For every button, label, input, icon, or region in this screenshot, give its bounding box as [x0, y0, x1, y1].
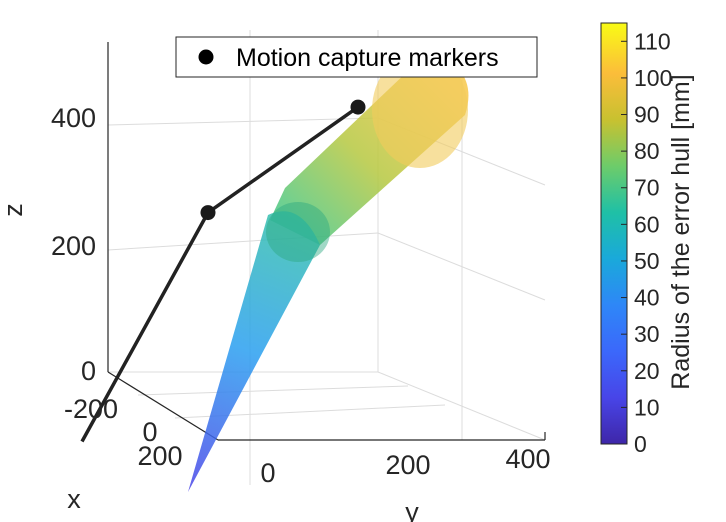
- colorbar-tick-label: 80: [634, 138, 660, 164]
- z-tick-label: 400: [51, 103, 96, 133]
- x-tick-label: 200: [137, 441, 182, 471]
- colorbar-tick-label: 60: [634, 211, 660, 237]
- z-tick-label: 0: [81, 356, 96, 386]
- legend-label: Motion capture markers: [236, 44, 499, 72]
- x-ticks: -200 0 200: [64, 394, 183, 471]
- colorbar-tick-label: 70: [634, 175, 660, 201]
- colorbar-tick-label: 20: [634, 358, 660, 384]
- colorbar-tick-label: 30: [634, 321, 660, 347]
- error-hull: [188, 50, 469, 492]
- y-tick-label: 0: [260, 458, 275, 488]
- y-tick-label: 400: [505, 444, 550, 474]
- axis-edges: [107, 42, 546, 441]
- x-tick-label: 0: [142, 417, 157, 447]
- series-layer: [80, 99, 366, 443]
- colorbar-tick-label: 10: [634, 394, 660, 420]
- marker-point: [350, 99, 366, 115]
- colorbar-tick-label: 90: [634, 102, 660, 128]
- grid-lines: [107, 30, 546, 485]
- colorbar-tick-label: 40: [634, 285, 660, 311]
- x-axis-label: x: [67, 484, 81, 514]
- z-axis-label: z: [0, 203, 28, 217]
- colorbar-label: Radius of the error hull [mm]: [667, 74, 695, 389]
- colorbar-gradient: [600, 22, 628, 445]
- legend-marker: [198, 49, 214, 65]
- colorbar-tick-label: 50: [634, 248, 660, 274]
- y-tick-label: 200: [385, 450, 430, 480]
- z-tick-label: 200: [51, 231, 96, 261]
- z-ticks: 400 200 0: [51, 103, 96, 386]
- colorbar-tick-label: 110: [634, 28, 671, 54]
- colorbar-tick-label: 0: [634, 431, 647, 457]
- legend: Motion capture markers: [175, 36, 538, 78]
- x-tick-label: -200: [64, 394, 118, 424]
- colorbar-tick-label: 100: [634, 65, 672, 91]
- error-hull-lower: [188, 211, 320, 492]
- colorbar-ticks: 0 10 20 30 40 50 60 70 80 90 100 110: [621, 28, 672, 457]
- y-axis-label: y: [405, 497, 419, 522]
- y-ticks: 0 200 400: [260, 444, 550, 488]
- marker-point: [200, 205, 216, 221]
- colorbar: 0 10 20 30 40 50 60 70 80 90 100 110 Radius of the …: [600, 22, 695, 457]
